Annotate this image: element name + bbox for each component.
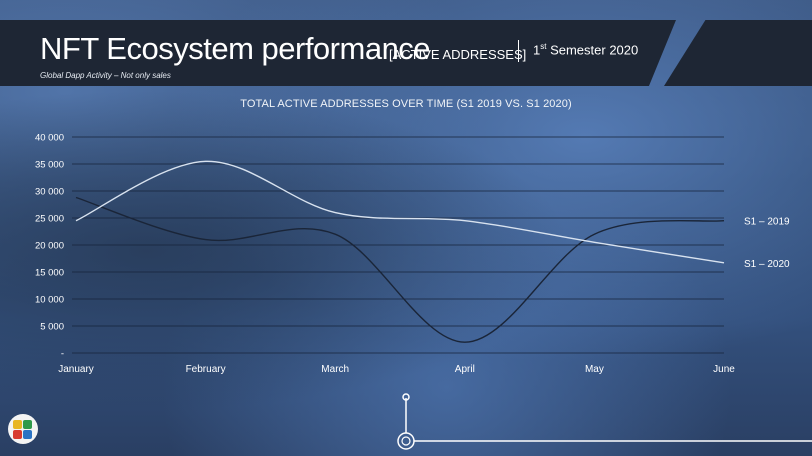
title-separator [518,40,519,62]
title-tag: [ACTIVE ADDRESSES] [389,47,527,62]
chart-title: TOTAL ACTIVE ADDRESSES OVER TIME (S1 201… [240,98,572,110]
x-tick-label: May [585,364,604,375]
y-tick-label: 40 000 [35,133,64,144]
x-tick-label: June [713,364,735,375]
series-label: S1 – 2020 [744,259,790,270]
x-tick-label: April [455,364,475,375]
y-tick-label: - [61,349,64,360]
y-tick-label: 10 000 [35,295,64,306]
x-tick-label: January [58,364,94,375]
y-tick-label: 35 000 [35,160,64,171]
semester-label: 1st Semester 2020 [533,42,638,57]
page-title: NFT Ecosystem performance [40,31,431,66]
title-banner [0,20,676,86]
y-tick-label: 15 000 [35,268,64,279]
y-tick-label: 20 000 [35,241,64,252]
y-tick-label: 30 000 [35,187,64,198]
series-line-2 [75,160,725,264]
semester-ordinal: st [540,42,547,51]
semester-number: 1 [533,42,541,58]
series-line-1 [75,196,725,343]
bird-logo-icon [8,414,38,444]
x-tick-label: March [321,364,349,375]
subtitle: Global Dapp Activity – Not only sales [40,71,171,80]
semester-text: Semester 2020 [546,42,639,58]
series-label: S1 – 2019 [744,217,790,228]
x-tick-label: February [186,364,226,375]
y-tick-label: 25 000 [35,214,64,225]
y-tick-label: 5 000 [40,322,64,333]
